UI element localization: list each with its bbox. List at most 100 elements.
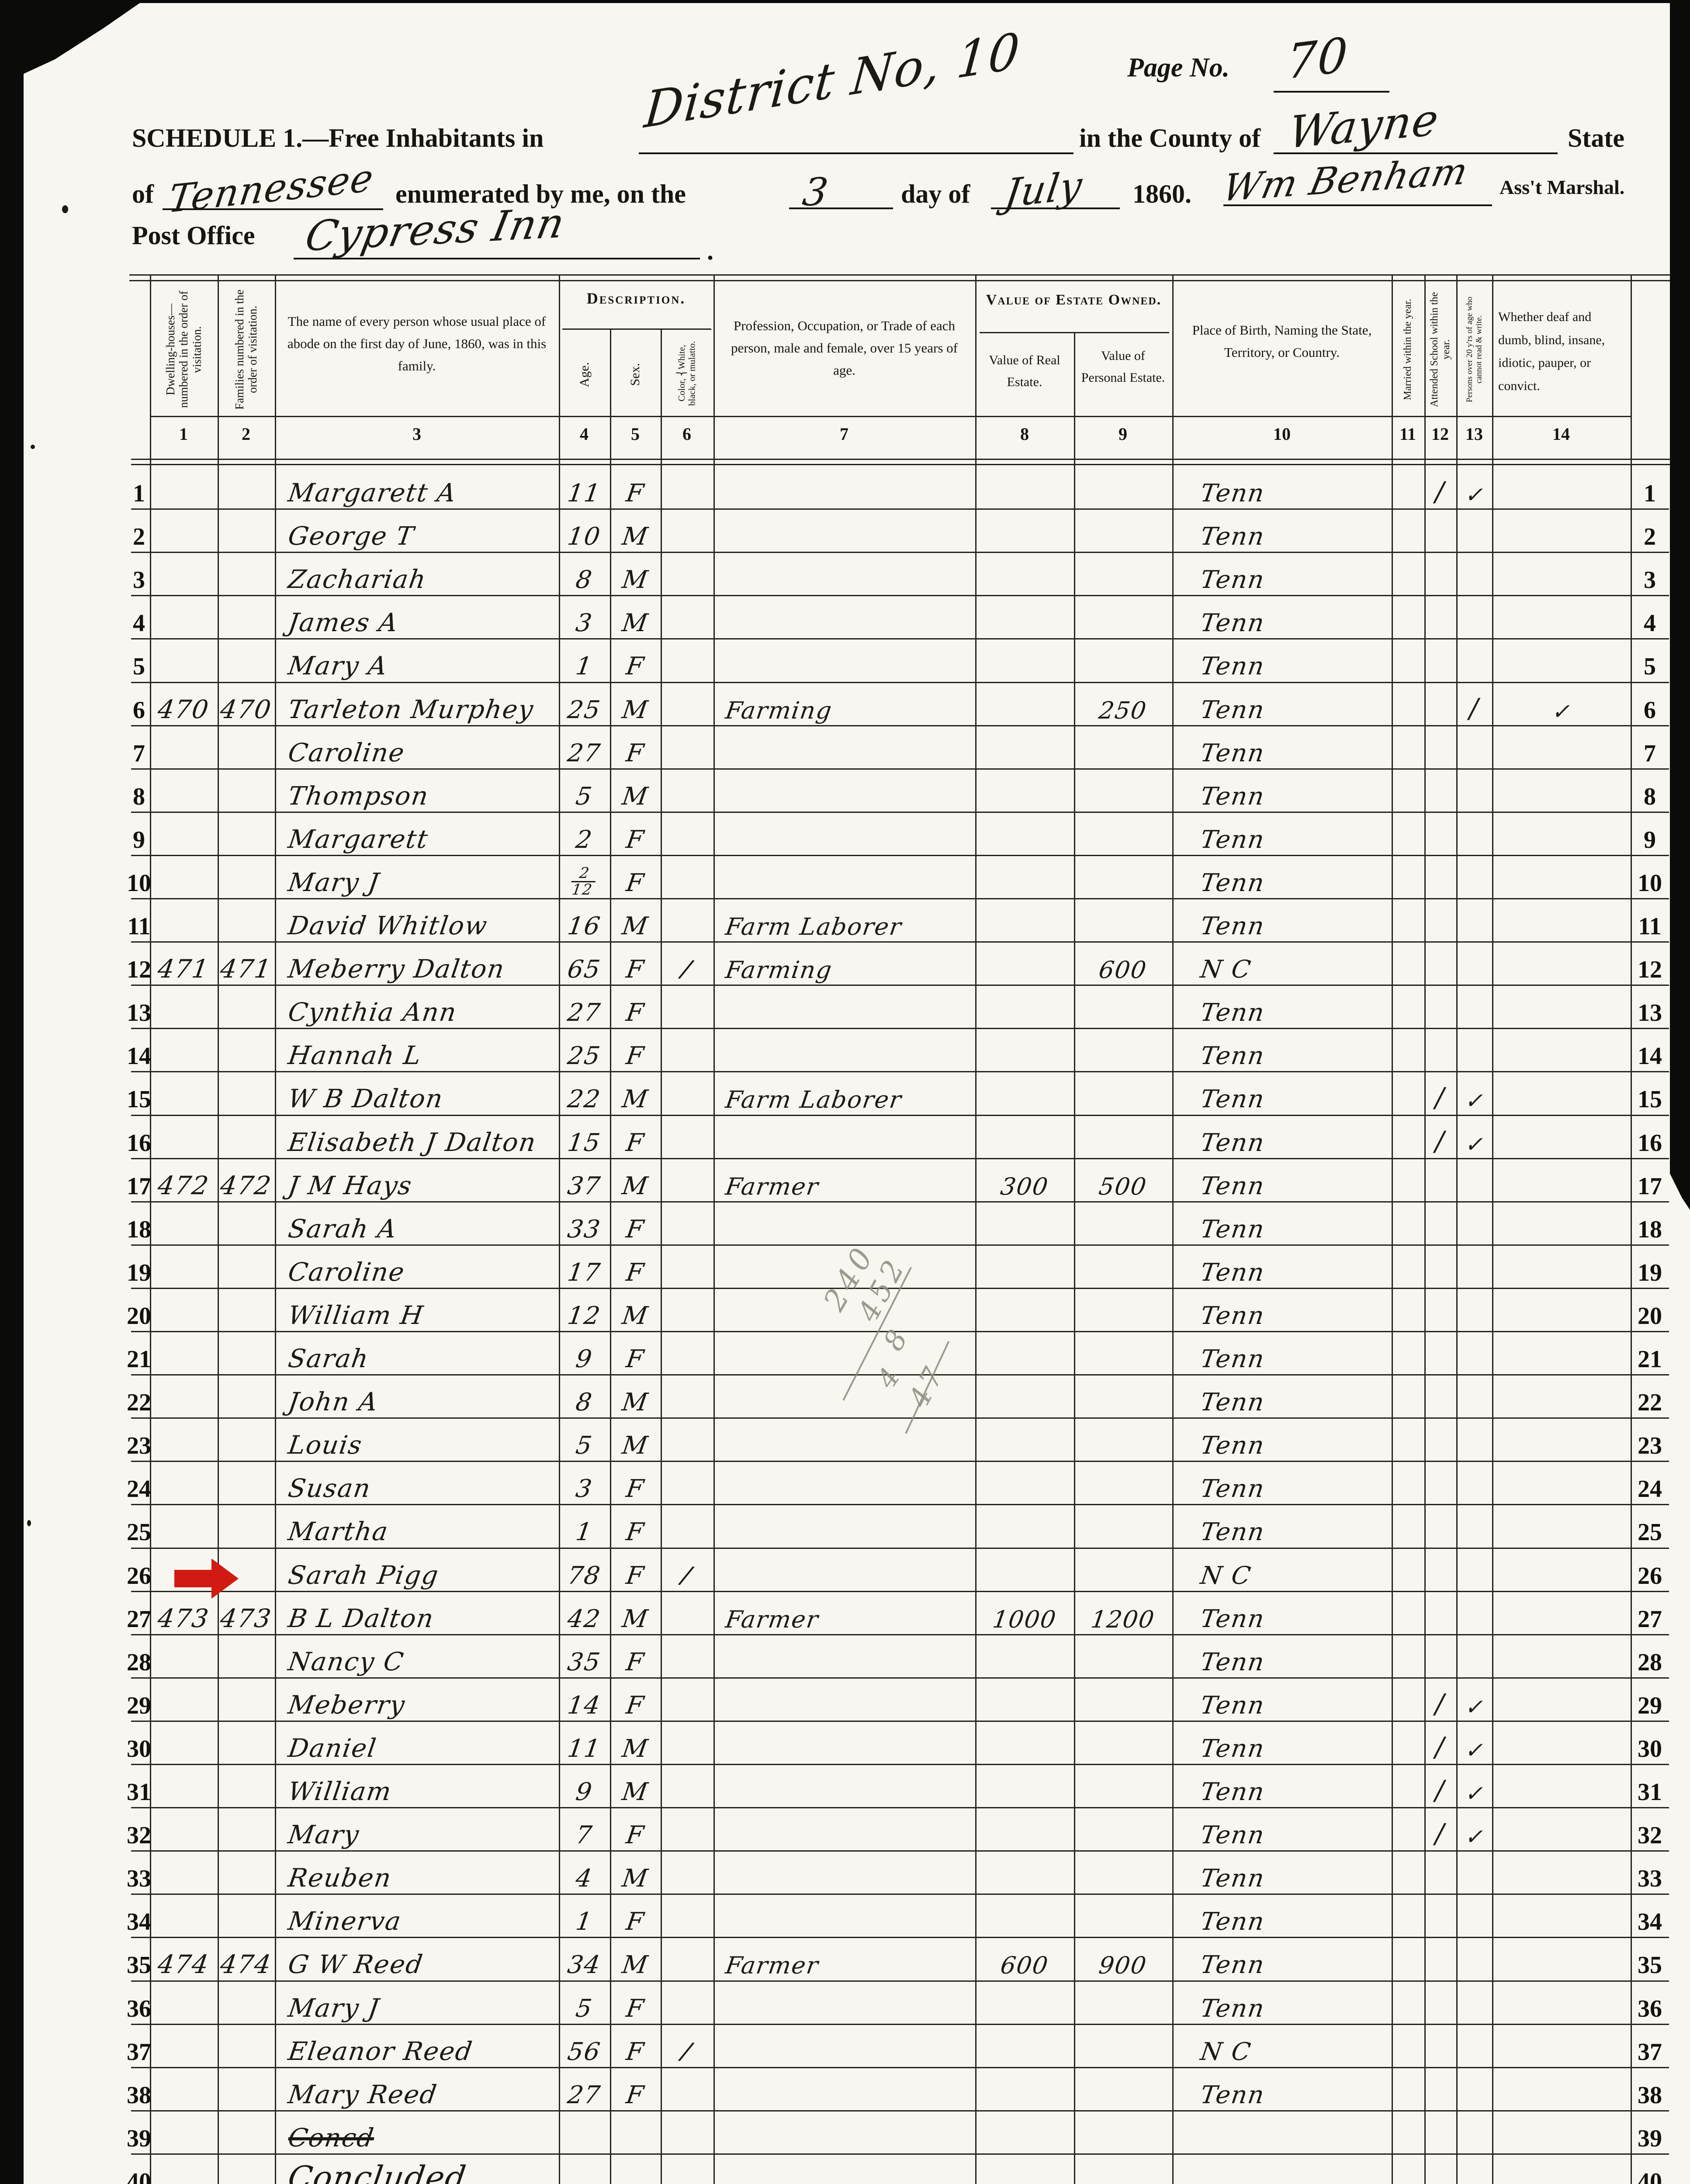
table-row: 31 31 William 9 M Tenn / ✓ (0, 1764, 1690, 1807)
column-number-c8: 8 (1020, 424, 1029, 444)
cell-name: Concd (286, 2122, 377, 2153)
table-row-rule (131, 1504, 1669, 1506)
column-header-cannot-read: Persons over 20 y'rs of age who cannot r… (1459, 285, 1489, 414)
cell-sex: F (624, 1258, 646, 1287)
table-row: 9 9 Margarett 2 F Tenn (0, 812, 1690, 855)
cell-mark-col13: ✓ (1465, 1694, 1484, 1720)
column-header-occupation: Profession, Occupation, or Trade of each… (731, 318, 958, 378)
column-number-c1: 1 (179, 424, 188, 444)
table-row-rule (131, 725, 1669, 726)
cell-mark-col12: / (1435, 1731, 1445, 1763)
table-row: 23 23 Louis 5 M Tenn (0, 1417, 1690, 1461)
column-header-families: Families numbered in the order of visita… (220, 286, 272, 413)
cell-name: Mary Reed (286, 2079, 440, 2109)
cell-sex: M (620, 1085, 651, 1114)
cell-sex: F (624, 999, 646, 1027)
page-no-label: Page No. (1127, 53, 1230, 83)
table-row-rule (129, 274, 1670, 276)
cell-sex: F (624, 2037, 646, 2066)
table-row: 17 17 472 472 J M Hays 37 M Farmer 300 500 Tenn (0, 1158, 1690, 1201)
cell-sex: M (620, 1734, 651, 1763)
column-number-c6: 6 (682, 424, 691, 444)
column-number-c13: 13 (1465, 424, 1483, 444)
column-header-school: Attended School within the year. (1427, 286, 1454, 413)
cell-name: Mary A (286, 651, 390, 681)
row-number-right: 1 (1644, 480, 1656, 508)
cell-birthplace: Tenn (1198, 1475, 1267, 1503)
cell-occupation: Farmer (724, 1952, 821, 1980)
cell-birthplace: Tenn (1198, 1258, 1267, 1287)
cell-occupation: Farmer (724, 1605, 821, 1633)
marshal-signature: Wm Benham (1219, 149, 1472, 210)
cell-sex: F (624, 1475, 646, 1503)
cell-dwelling-number: 474 (156, 1949, 211, 1980)
year-label: 1860. (1132, 180, 1191, 208)
cell-name: Reuben (286, 1863, 394, 1893)
cell-real-estate-value: 300 (999, 1172, 1050, 1200)
table-row-rule (131, 1547, 1669, 1549)
table-row-rule (131, 811, 1669, 813)
cell-personal-estate-value: 250 (1097, 696, 1149, 724)
cell-name: James A (286, 608, 401, 638)
row-number-left: 25 (127, 1519, 151, 1546)
cell-sex: F (624, 1215, 646, 1244)
cell-name: George T (286, 521, 416, 551)
ink-speck (31, 445, 35, 449)
cell-age: 11 (565, 479, 603, 508)
column-number-c12: 12 (1431, 424, 1449, 444)
row-number-left: 23 (127, 1432, 151, 1460)
table-row-rule (131, 854, 1669, 856)
cell-name: Martha (286, 1517, 391, 1547)
column-header-text-age: Age. (577, 362, 592, 387)
cell-sex: M (620, 912, 651, 941)
row-number-right: 27 (1638, 1605, 1662, 1633)
column-number-c7: 7 (840, 424, 848, 444)
column-header-text-sex: Sex. (628, 363, 643, 386)
row-number-left: 30 (127, 1735, 151, 1762)
cell-sex: M (620, 695, 651, 724)
table-row-rule (980, 332, 1169, 333)
row-number-right: 18 (1638, 1216, 1662, 1243)
table-row: 16 16 Elisabeth J Dalton 15 F Tenn / ✓ (0, 1115, 1690, 1158)
column-header-sex: Sex. (613, 336, 658, 413)
cell-personal-estate-value: 600 (1097, 956, 1149, 984)
ink-speck (62, 205, 68, 213)
table-row: 12 12 471 471 Meberry Dalton 65 F / Farming 600 N … (0, 941, 1690, 985)
cell-dwelling-number: 473 (156, 1603, 211, 1633)
column-number-c14: 14 (1552, 424, 1570, 444)
cell-name: Nancy C (286, 1646, 406, 1676)
cell-mark-col12: / (1435, 1774, 1445, 1807)
cell-birthplace: Tenn (1198, 1431, 1267, 1460)
cell-name: Mary J (286, 867, 381, 897)
table-row-rule (131, 1071, 1669, 1073)
scan-edge-left (0, 0, 24, 2184)
table-row-rule (131, 898, 1669, 899)
table-column-rule (713, 274, 715, 2184)
cell-occupation: Farmer (724, 1172, 821, 1200)
row-number-right: 34 (1638, 1908, 1662, 1936)
row-number-right: 13 (1638, 999, 1662, 1027)
row-number-right: 12 (1638, 956, 1662, 984)
cell-personal-estate-value: 900 (1097, 1952, 1149, 1980)
row-number-left: 22 (127, 1389, 151, 1417)
row-number-left: 9 (133, 826, 145, 854)
red-arrow-annotation (174, 1559, 240, 1599)
row-number-right: 29 (1638, 1692, 1662, 1719)
row-number-right: 5 (1644, 653, 1656, 681)
cell-name: Meberry Dalton (286, 954, 507, 984)
table-row: 14 14 Hannah L 25 F Tenn (0, 1028, 1690, 1071)
table-row: 1 1 Margarett A 11 F Tenn / ✓ (0, 465, 1690, 508)
table-row: 36 36 Mary J 5 F Tenn (0, 1980, 1690, 2024)
cell-sex: F (624, 1821, 646, 1850)
row-number-right: 24 (1638, 1476, 1662, 1503)
cell-name: J M Hays (286, 1170, 414, 1200)
cell-name: G W Reed (286, 1949, 426, 1980)
cell-age: 25 (565, 695, 603, 724)
cell-birthplace: Tenn (1198, 1778, 1267, 1807)
table-row: 21 21 Sarah 9 F Tenn (0, 1331, 1690, 1374)
cell-age: 2 (574, 825, 595, 854)
cell-name: Minerva (286, 1906, 404, 1936)
cell-birthplace: Tenn (1198, 1215, 1267, 1244)
table-row-rule (131, 985, 1669, 986)
cell-name: Tarleton Murphey (286, 694, 536, 724)
